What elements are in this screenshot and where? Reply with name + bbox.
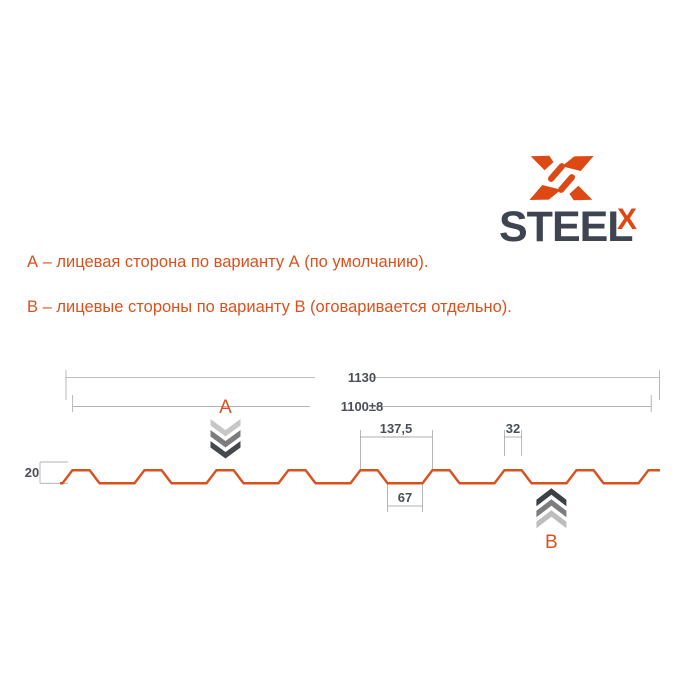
svg-text:32: 32 (506, 421, 520, 436)
svg-text:20: 20 (25, 465, 39, 480)
svg-text:67: 67 (398, 490, 412, 505)
svg-text:1100±8: 1100±8 (341, 399, 384, 414)
svg-text:B: B (545, 532, 558, 553)
svg-text:A: A (219, 397, 232, 418)
svg-text:1130: 1130 (348, 370, 376, 385)
svg-text:137,5: 137,5 (380, 421, 413, 436)
